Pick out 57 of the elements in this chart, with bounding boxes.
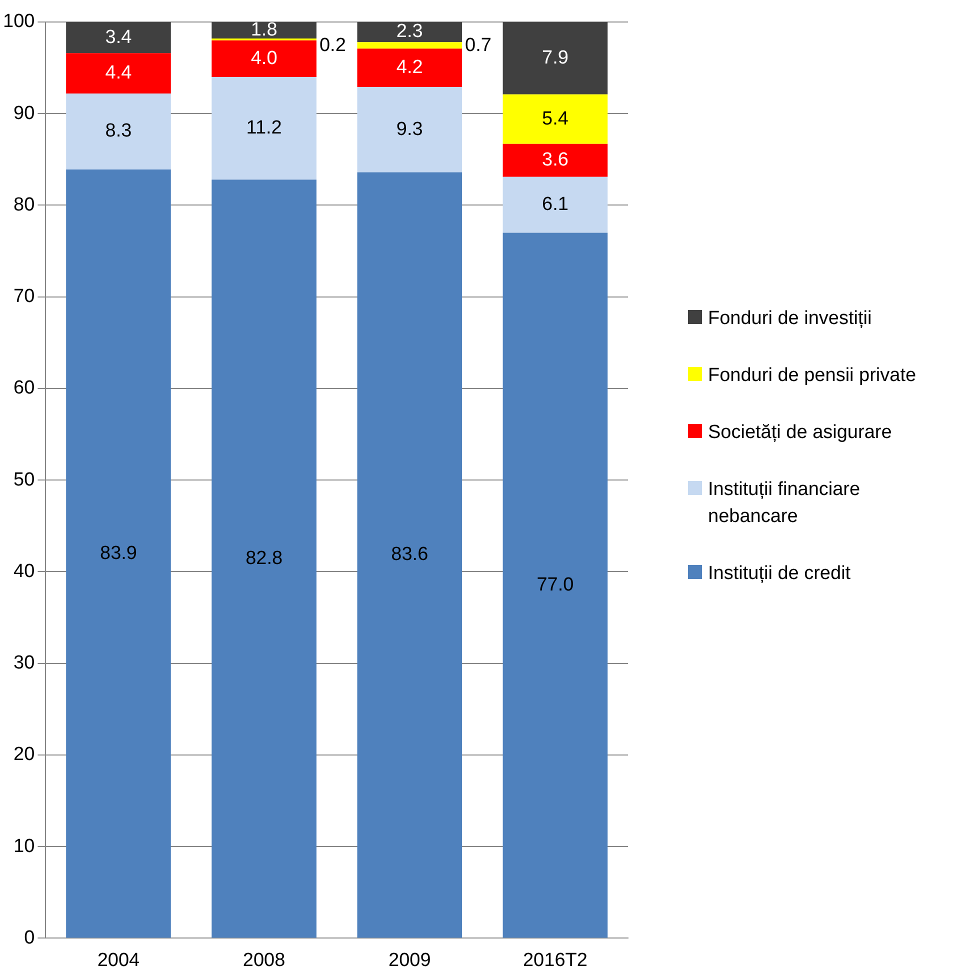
- bar: [212, 180, 316, 938]
- bar: [502, 144, 608, 177]
- y-tick-label: 60: [14, 378, 35, 399]
- data-label: 83.6: [391, 544, 428, 566]
- bar: [66, 93, 171, 170]
- bar: [212, 76, 316, 180]
- data-label: 9.3: [396, 118, 423, 140]
- data-label: 83.9: [100, 542, 137, 564]
- data-label: 4.4: [105, 62, 132, 84]
- y-tick-label: 80: [14, 194, 35, 216]
- x-tick-label: 2008: [242, 950, 286, 971]
- data-label: 0.7: [465, 35, 492, 56]
- data-label: 5.4: [542, 108, 569, 130]
- data-label: 4.2: [396, 57, 423, 78]
- bar: [66, 53, 171, 94]
- bar: [357, 42, 462, 49]
- legend-label: Instituții de credit: [708, 562, 851, 586]
- data-label: 0.2: [319, 35, 346, 56]
- data-label: 4.0: [250, 48, 278, 69]
- y-tick-label: 90: [14, 102, 35, 124]
- y-tick-label: 20: [14, 744, 35, 766]
- x-tick-label: 2009: [388, 950, 431, 971]
- y-tick-label: 30: [14, 652, 35, 674]
- data-label: 11.2: [246, 118, 282, 139]
- data-label: 6.1: [542, 194, 568, 216]
- data-label: 3.4: [105, 26, 132, 48]
- bar: [357, 87, 462, 172]
- bar: [502, 94, 608, 144]
- y-tick-label: 50: [14, 469, 35, 490]
- y-tick-label: 70: [14, 286, 35, 308]
- legend-label: Instituții financiare nebancare: [708, 478, 862, 529]
- data-label: 77.0: [536, 574, 574, 596]
- legend-label: Fonduri de pensii private: [708, 364, 916, 388]
- bar: [502, 22, 608, 94]
- bar: [66, 170, 171, 938]
- bar: [212, 22, 316, 38]
- y-tick-label: 10: [14, 836, 35, 857]
- bar: [357, 22, 462, 42]
- bar: [212, 40, 316, 77]
- bar: [502, 176, 608, 233]
- x-tick-label: 2016T2: [522, 950, 588, 971]
- bar: [357, 172, 462, 938]
- data-label: 7.9: [542, 47, 568, 68]
- bar: [357, 48, 462, 88]
- y-tick-label: 40: [14, 560, 35, 582]
- y-tick-label: 0: [24, 927, 35, 948]
- bar: [66, 22, 171, 54]
- data-label: 3.6: [542, 150, 568, 171]
- bar: [502, 232, 608, 938]
- data-label: 82.8: [246, 548, 283, 569]
- legend-label: Societăți de asigurare: [708, 421, 892, 445]
- data-label: 8.3: [105, 120, 132, 142]
- data-label: 1.8: [250, 19, 278, 40]
- x-tick-label: 2004: [97, 950, 140, 971]
- data-label: 2.3: [396, 20, 423, 42]
- y-tick-label: 100: [3, 11, 35, 32]
- legend-label: Fonduri de investiții: [708, 307, 872, 331]
